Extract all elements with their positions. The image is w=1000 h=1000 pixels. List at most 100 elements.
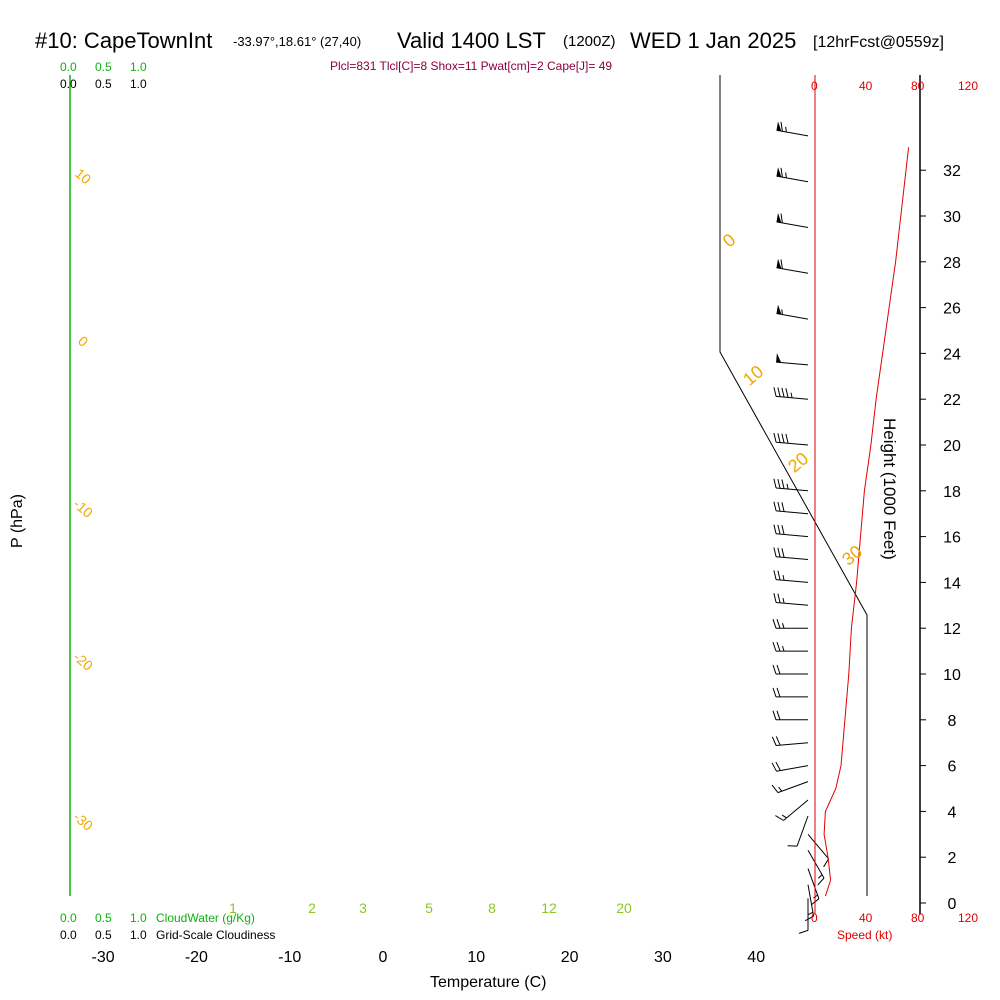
wind-barb [807, 850, 825, 886]
cloudwater-label: CloudWater (g/Kg) [156, 911, 255, 925]
wind-barb-half-tick [807, 911, 814, 916]
wind-barb-shaft [807, 850, 825, 879]
wind-barb [773, 387, 809, 400]
dry-adiabat-label: 10 [739, 361, 767, 389]
isotherm-label: -20 [70, 649, 96, 674]
wind-barb-half-tick [782, 597, 785, 604]
temperature-tick-label: -20 [185, 949, 208, 966]
wind-barb-half-tick [782, 645, 785, 652]
wind-barb-half-tick [782, 623, 785, 629]
wind-barb-tick [772, 710, 777, 720]
wind-barb-shaft [776, 313, 809, 320]
wind-barb-shaft [776, 221, 809, 228]
wind-barb-shaft [776, 175, 809, 183]
wind-barb-flag [776, 353, 782, 363]
zulu-time: (1200Z) [563, 33, 616, 50]
station-title: #10: CapeTownInt [35, 28, 212, 53]
wind-barb [772, 619, 808, 629]
wind-barb-tick [777, 478, 781, 489]
mixing-ratio-label: 1 [229, 900, 237, 916]
wind-barb-tick [785, 433, 789, 444]
cloudwater-tick-0: 0.0 [60, 911, 77, 925]
wind-barb-shaft [776, 765, 809, 772]
wind-barb-tick [773, 570, 777, 580]
isotherm-label: -10 [70, 496, 96, 521]
wind-barb-tick [780, 167, 783, 178]
wind-barb [773, 524, 809, 538]
height-tick-label: 16 [943, 530, 961, 547]
wind-barb [771, 736, 809, 746]
cloudiness-tick-0: 0.0 [60, 928, 77, 942]
temperature-tick-label: 30 [654, 949, 672, 966]
height-tick-label: 20 [943, 438, 961, 455]
wind-barb-tick [780, 259, 783, 269]
temperature-tick-label: 40 [747, 949, 765, 966]
wind-barb-half-tick [778, 786, 783, 792]
axes: 2503004005007008501000-30-20-10010203040… [70, 75, 961, 966]
dry-adiabat-label: 30 [838, 541, 866, 569]
wind-barb-tick [777, 387, 781, 397]
wind-barb-tick [781, 479, 785, 489]
wind-barb-shaft [796, 815, 809, 847]
wind-barb-tick [776, 687, 781, 698]
height-tick-label: 30 [943, 209, 961, 226]
temperature-tick-label: -10 [278, 949, 301, 966]
wind-barb-shaft [783, 799, 809, 821]
wind-barb-half-tick [785, 126, 787, 133]
height-tick-label: 24 [943, 346, 961, 363]
wind-barb-tick [780, 121, 783, 132]
mixing-ratio-label: 3 [359, 900, 367, 916]
speed-tick-3: 120 [958, 911, 978, 925]
speed-tick-1: 40 [859, 911, 873, 925]
wind-barb-shaft [807, 868, 820, 899]
wind-barb-tick [773, 387, 777, 397]
wind-barb-half-tick [782, 575, 785, 581]
wind-barb-half-tick [785, 172, 787, 178]
isotherm-label: 10 [72, 165, 94, 187]
wind-barb [776, 121, 809, 137]
wind-barb [772, 641, 808, 652]
wind-barb [771, 761, 809, 772]
height-tick-label: 4 [948, 804, 957, 821]
wind-barb-tick [772, 641, 777, 652]
wind-barb-tick [776, 710, 781, 720]
wind-barb-tick [823, 858, 830, 868]
height-tick-label: 6 [948, 759, 957, 776]
speed-tick-top-2: 80 [911, 79, 925, 93]
wind-barb [807, 868, 820, 905]
height-tick-label: 22 [943, 392, 961, 409]
wind-barb [776, 167, 809, 183]
wind-barb-tick [775, 761, 781, 771]
height-tick-label: 14 [943, 575, 961, 592]
mixing-ratio-label: 20 [616, 900, 632, 916]
wind-barb-tick [777, 433, 781, 443]
wind-barb-tick [781, 502, 785, 512]
cloudiness-tick-top-2: 1.0 [130, 77, 147, 91]
wind-barb-half-tick [786, 483, 789, 490]
speed-tick-2: 80 [911, 911, 925, 925]
wind-barb [773, 432, 809, 446]
wind-barb-flag [776, 121, 782, 132]
wind-barb-shaft [776, 556, 809, 560]
wind-barb-tick [798, 929, 809, 934]
wind-barb [775, 799, 809, 821]
mixing-ratio-label: 12 [541, 900, 557, 916]
wind-barb-tick [785, 388, 789, 398]
height-tick-label: 26 [943, 301, 961, 318]
speed-axis-label: Speed (kt) [837, 928, 892, 942]
temperature-tick-label: 10 [467, 949, 485, 966]
speed-tick-top-0: 0 [811, 79, 818, 93]
stability-indices: Plcl=831 Tlcl[C]=8 Shox=11 Pwat[cm]=2 Ca… [330, 59, 612, 73]
isotherm-label: 0 [75, 333, 91, 350]
dry-adiabat-label: 0 [719, 230, 740, 252]
wind-barb [787, 815, 809, 847]
dry-adiabat-label: 20 [784, 448, 812, 476]
wind-barb [804, 884, 815, 922]
plot-boundary [69, 75, 868, 896]
wind-barb [807, 833, 830, 868]
cloudwater-tick-top-2: 1.0 [130, 60, 147, 74]
wind-barb [773, 478, 809, 492]
wind-barbs [771, 121, 830, 934]
wind-barb-shaft [807, 833, 829, 860]
